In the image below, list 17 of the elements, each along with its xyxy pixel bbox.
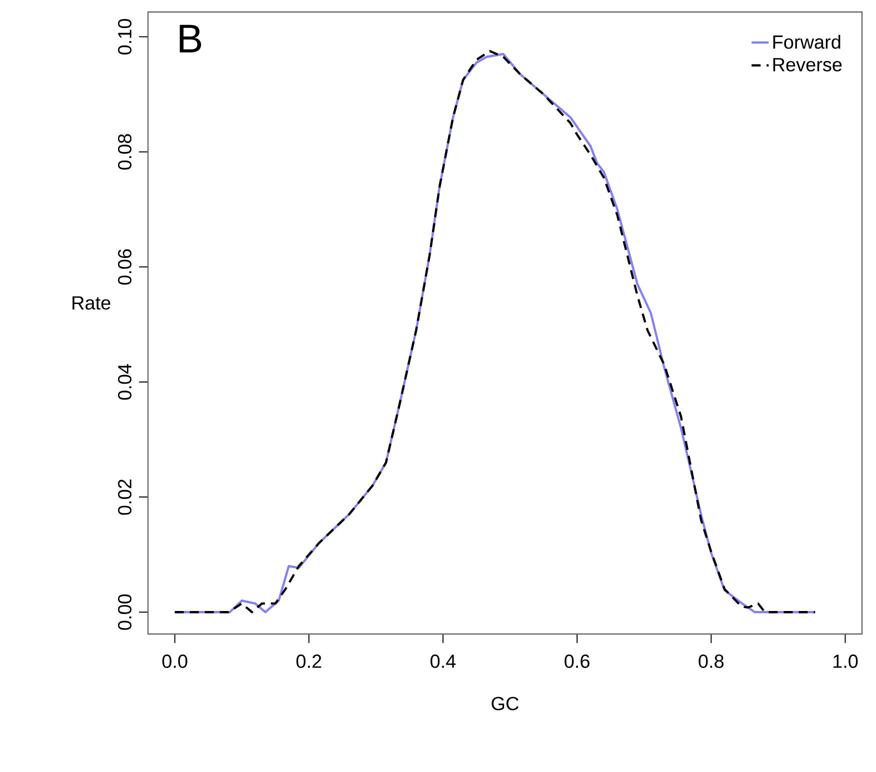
y-tick-label: 0.04 bbox=[118, 364, 132, 400]
x-tick-label: 0.4 bbox=[430, 654, 456, 668]
y-axis-title: Rate bbox=[72, 296, 110, 310]
x-tick-label: 0.2 bbox=[296, 654, 322, 668]
x-axis-title: GC bbox=[492, 696, 519, 710]
y-tick-label: 0.10 bbox=[118, 19, 132, 54]
y-tick-label: 0.08 bbox=[118, 134, 132, 170]
annotation: B bbox=[180, 24, 202, 52]
legend-label: Forward bbox=[773, 34, 840, 49]
y-tick-label: 0.06 bbox=[118, 249, 132, 285]
y-tick-label: 0.00 bbox=[118, 594, 132, 630]
legend-label: Reverse bbox=[773, 58, 842, 72]
y-tick-label: 0.02 bbox=[118, 480, 132, 515]
x-tick-label: 0.8 bbox=[698, 654, 724, 668]
x-tick-label: 0.0 bbox=[162, 654, 188, 668]
x-tick-label: 0.6 bbox=[564, 654, 590, 668]
x-tick-label: 1.0 bbox=[833, 654, 858, 668]
